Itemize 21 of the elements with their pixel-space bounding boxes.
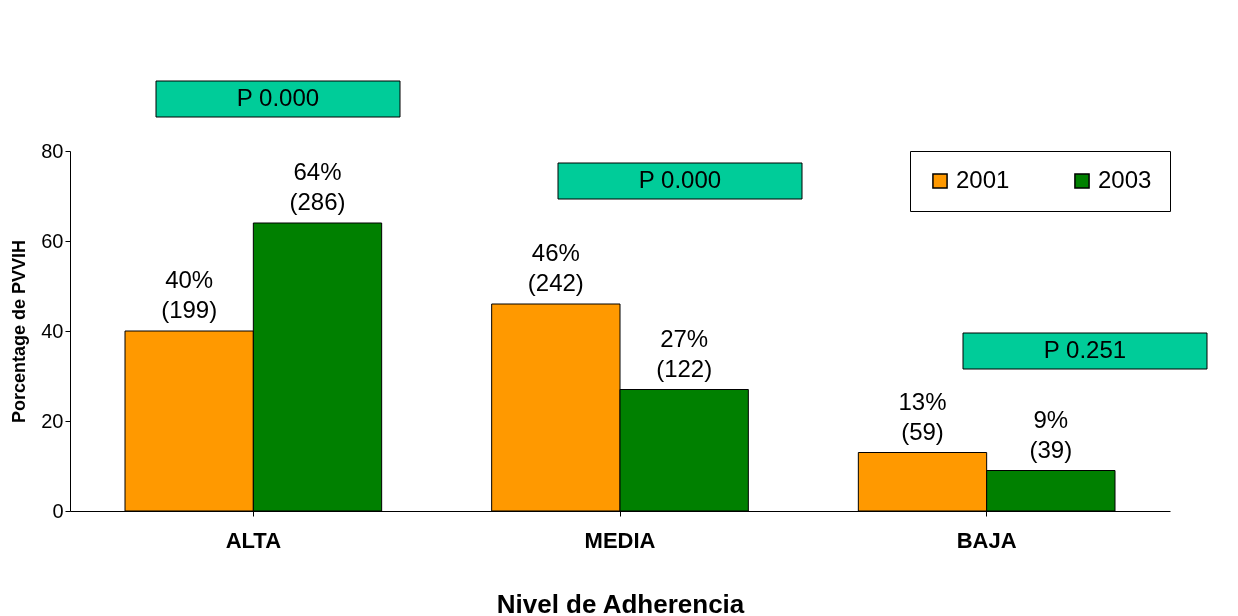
data-label: 46% (242)	[527, 239, 584, 296]
y-tick-label: 80	[41, 139, 64, 162]
annotation: P 0.251	[1043, 336, 1127, 363]
legend-label: 2003	[1098, 166, 1152, 193]
annotation: P 0.000	[638, 166, 722, 193]
y-tick-label: 20	[41, 409, 64, 432]
x-tick-label: MEDIA	[584, 527, 656, 553]
x-axis-title: Nivel de Adherencia	[496, 588, 745, 616]
y-tick-label: 0	[52, 499, 64, 522]
text: P 0.000	[236, 84, 320, 111]
legend-label: 2001	[956, 166, 1010, 193]
y-tick-label: 60	[41, 229, 64, 252]
data-label: 40% (199)	[161, 266, 218, 323]
data-label: 27% (122)	[656, 324, 713, 382]
y-axis-title: Porcentage de PVVIH	[9, 239, 30, 424]
x-tick-label: ALTA	[225, 527, 282, 553]
data-label: 9% (39)	[1029, 405, 1073, 463]
data-label: 64% (286)	[289, 158, 346, 215]
data-label: 13% (59)	[898, 387, 947, 445]
x-tick-label: BAJA	[956, 527, 1017, 553]
y-tick-label: 40	[41, 319, 64, 342]
